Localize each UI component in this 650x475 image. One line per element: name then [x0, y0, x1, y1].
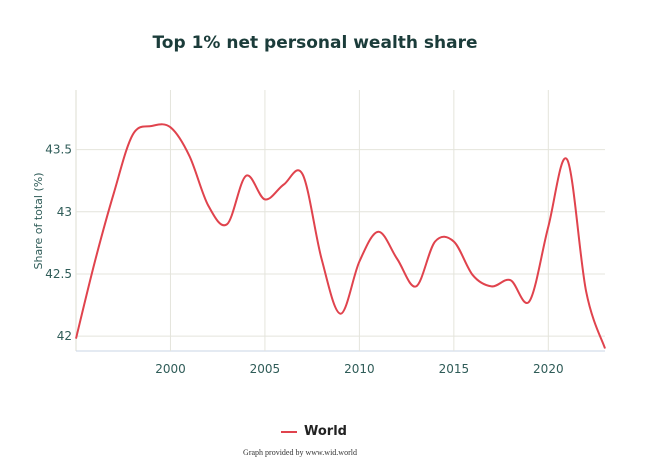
y-axis-ticks: 42 42.5 43 43.5 — [45, 143, 72, 343]
y-tick-label: 42.5 — [45, 267, 72, 281]
y-tick-label: 43 — [57, 205, 72, 219]
y-axis-label: Share of total (%) — [32, 172, 45, 269]
credit-text: Graph provided by www.wid.world — [243, 448, 357, 457]
y-tick-label: 42 — [57, 329, 72, 343]
x-tick-label: 2000 — [155, 362, 186, 376]
legend-label-world: World — [304, 424, 347, 439]
grid-layer — [75, 90, 605, 352]
x-tick-label: 2005 — [250, 362, 281, 376]
x-tick-label: 2020 — [533, 362, 564, 376]
legend[interactable]: World — [281, 424, 347, 439]
x-tick-label: 2010 — [344, 362, 375, 376]
x-axis-ticks: 2000 2005 2010 2015 2020 — [155, 362, 563, 376]
y-tick-label: 43.5 — [45, 143, 72, 157]
series-layer — [75, 123, 606, 349]
series-line-world[interactable] — [75, 123, 606, 349]
legend-swatch-world — [281, 430, 297, 433]
chart-title: Top 1% net personal wealth share — [152, 33, 478, 53]
x-tick-label: 2015 — [439, 362, 470, 376]
